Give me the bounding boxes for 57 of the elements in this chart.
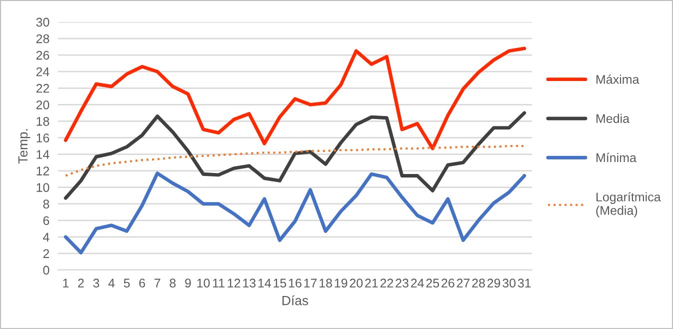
- x-tick-label: 12: [228, 278, 240, 288]
- x-tick-label: 2: [78, 278, 84, 288]
- x-tick-label: 20: [350, 278, 363, 288]
- y-tick-label: 18: [36, 117, 50, 126]
- line-series: [64, 46, 526, 150]
- y-axis-title: Temp.: [18, 129, 30, 164]
- x-tick-label: 22: [380, 278, 394, 288]
- line-series: [64, 111, 526, 200]
- x-tick-label: 10: [197, 278, 210, 288]
- legend-label: Logarítmica (Media): [596, 192, 661, 218]
- x-tick-label: 8: [170, 278, 176, 288]
- y-tick-label: 2: [43, 249, 50, 258]
- y-tick-label: 6: [43, 216, 50, 226]
- x-tick-label: 7: [154, 278, 160, 288]
- legend-label: Máxima: [596, 74, 640, 84]
- y-tick-label: 10: [36, 183, 50, 192]
- x-tick-label: 4: [108, 278, 115, 288]
- line-series: [64, 144, 526, 177]
- y-tick-label: 30: [36, 18, 50, 27]
- y-tick-label: 26: [36, 50, 50, 60]
- x-tick-label: 29: [487, 278, 500, 288]
- x-axis-title: Días: [282, 295, 308, 306]
- x-tick-label: 15: [274, 278, 286, 288]
- legend-label: Media: [596, 114, 630, 123]
- x-tick-label: 21: [365, 278, 378, 288]
- y-tick-label: 8: [43, 200, 50, 209]
- x-tick-label: 31: [518, 278, 531, 288]
- y-tick-label: 14: [36, 150, 50, 159]
- y-tick-label: 0: [43, 266, 50, 275]
- legend-label: Mínima: [596, 152, 636, 162]
- y-tick-label: 22: [36, 84, 50, 93]
- x-tick-label: 5: [124, 278, 130, 288]
- x-tick-label: 6: [139, 278, 146, 288]
- x-tick-label: 17: [304, 278, 317, 288]
- x-tick-label: 3: [93, 278, 100, 288]
- x-tick-label: 14: [258, 278, 272, 288]
- line-series: [64, 172, 526, 254]
- x-tick-label: 24: [411, 278, 424, 288]
- x-tick-label: 13: [243, 278, 256, 288]
- x-tick-label: 18: [320, 278, 332, 288]
- x-tick-label: 16: [289, 278, 302, 288]
- y-tick-label: 20: [36, 100, 50, 110]
- y-tick-label: 12: [36, 166, 50, 176]
- x-tick-label: 1: [63, 278, 69, 288]
- x-tick-label: 28: [472, 278, 485, 288]
- x-tick-label: 26: [442, 278, 454, 288]
- x-tick-label: 27: [456, 278, 470, 288]
- x-tick-label: 11: [213, 278, 224, 288]
- y-tick-label: 28: [36, 34, 50, 44]
- y-tick-label: 24: [36, 67, 50, 76]
- x-tick-label: 30: [502, 278, 516, 288]
- x-tick-label: 23: [396, 278, 408, 288]
- x-tick-label: 25: [426, 278, 440, 288]
- x-tick-label: 9: [185, 278, 191, 288]
- y-tick-label: 16: [36, 134, 50, 142]
- y-tick-label: 4: [43, 232, 50, 242]
- x-tick-label: 19: [334, 278, 348, 288]
